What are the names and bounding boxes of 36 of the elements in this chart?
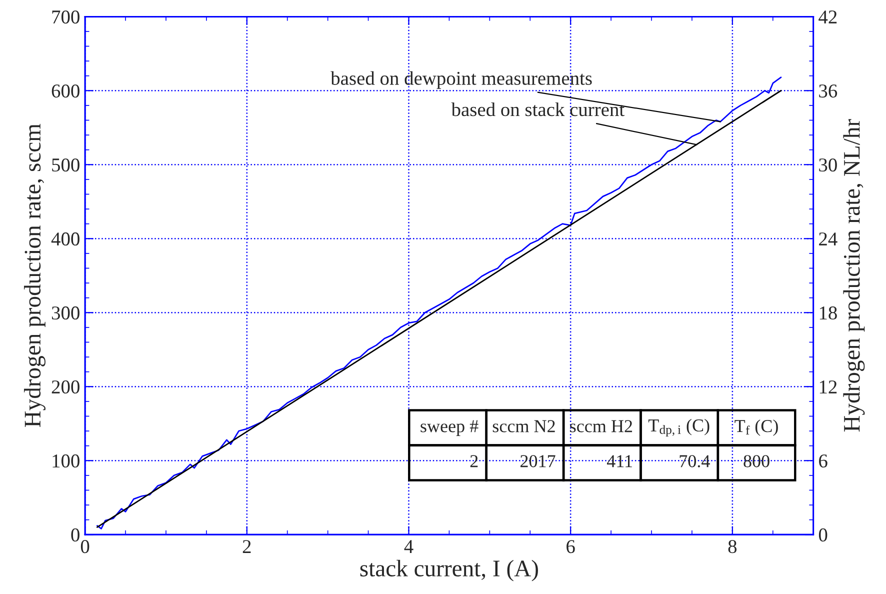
x-tick-label: 6	[566, 540, 575, 554]
annotation: 70.4	[680, 455, 710, 468]
annotation: sccm H2	[570, 420, 632, 432]
x-tick-label: 4	[404, 540, 414, 553]
annotation: based on dewpoint measurements	[330, 71, 592, 89]
y2-tick-label: 36	[819, 84, 838, 98]
y-tick-label: 200	[52, 380, 80, 394]
annotation: T$_{f}$ (C)	[734, 419, 778, 436]
annotation: sccm N2	[492, 420, 555, 432]
annotation: 2017	[520, 455, 556, 468]
y-tick-label: 500	[52, 158, 80, 172]
annotation: based on stack current	[451, 102, 624, 116]
annotation: T$_{dp,i}$ (C)	[648, 418, 710, 437]
y2-axis-title: Hydrogen production rate, NL/hr	[843, 119, 865, 432]
y-tick-label: 700	[52, 10, 80, 24]
annotation: 411	[606, 455, 632, 468]
x-tick-label: 2	[242, 540, 251, 553]
y-tick-label: 400	[51, 232, 80, 246]
x-tick-label: 8	[728, 540, 737, 554]
y-tick-label: 0	[71, 528, 80, 542]
y2-tick-label: 12	[820, 380, 837, 394]
annotation: sweep #	[420, 420, 478, 436]
x-axis-title: stack current, I (A)	[360, 560, 538, 582]
y2-tick-label: 18	[820, 306, 837, 320]
y-tick-label: 100	[52, 454, 80, 468]
annotation: 2	[470, 455, 478, 468]
y-tick-label: 600	[52, 84, 80, 98]
x-tick-label: 0	[80, 540, 90, 554]
y2-tick-label: 24	[819, 232, 838, 246]
y-tick-label: 300	[52, 306, 80, 320]
y2-tick-label: 30	[819, 158, 837, 172]
y-axis-title: Hydrogen production rate, sccm	[24, 124, 46, 428]
y2-tick-label: 42	[818, 10, 837, 24]
annotation: 800	[744, 455, 770, 468]
y2-tick-label: 6	[819, 454, 828, 468]
y2-tick-label: 0	[818, 528, 828, 542]
